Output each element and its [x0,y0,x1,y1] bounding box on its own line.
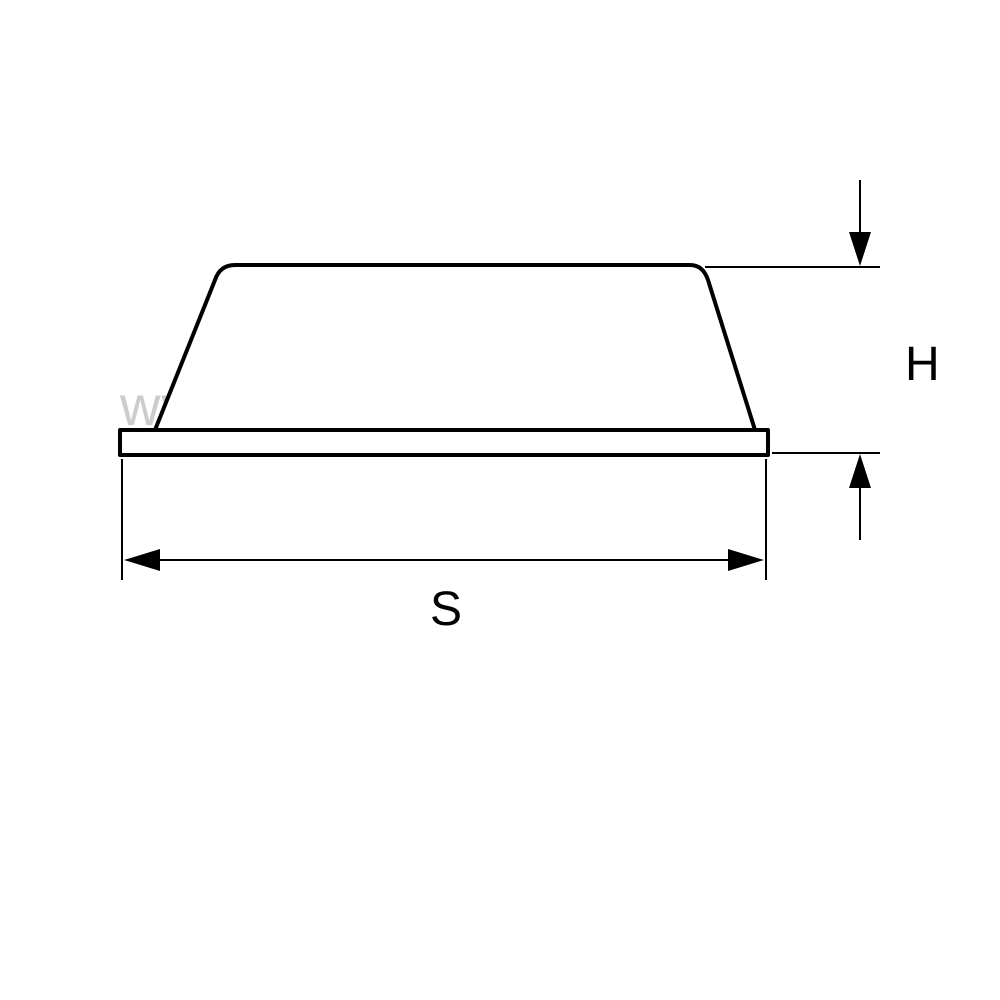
dimension-s: S [122,459,766,636]
dimension-h-label: H [905,338,940,391]
part-profile [120,265,768,455]
technical-diagram: www.ora.tm.fr S H [0,0,1000,1000]
dimension-s-label: S [430,583,462,636]
dimension-h: H [705,180,940,540]
